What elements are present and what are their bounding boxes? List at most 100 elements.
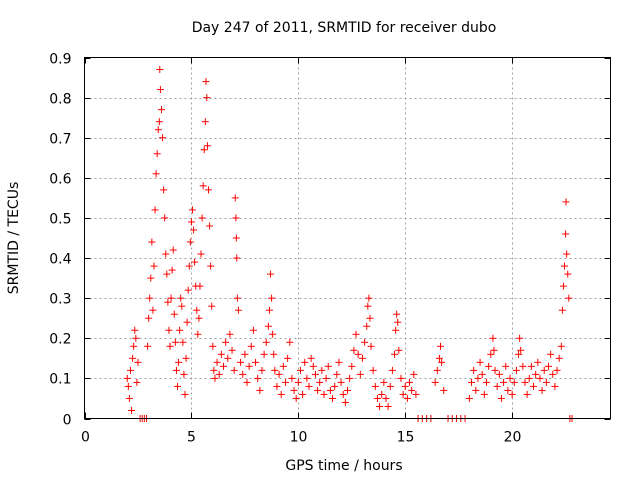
data-point [163, 270, 171, 278]
data-point [565, 294, 573, 302]
data-point [149, 306, 157, 314]
data-point [222, 338, 230, 346]
data-point [403, 394, 411, 402]
data-point [241, 350, 249, 358]
data-point [366, 314, 374, 322]
data-point [178, 302, 186, 310]
y-axis-title: SRMTID / TECUs [6, 182, 22, 295]
data-point [305, 382, 313, 390]
data-point [125, 394, 133, 402]
data-point [208, 302, 216, 310]
data-point [487, 350, 495, 358]
data-point [352, 330, 360, 338]
data-point [303, 374, 311, 382]
data-point [186, 238, 194, 246]
data-point [176, 326, 184, 334]
data-point [286, 338, 294, 346]
data-point [180, 370, 188, 378]
data-point [478, 370, 486, 378]
data-point [247, 342, 255, 350]
data-point [206, 222, 214, 230]
data-point [517, 346, 525, 354]
data-point [237, 358, 245, 366]
data-point [148, 238, 156, 246]
data-point [177, 294, 185, 302]
x-tick-label: 15 [397, 430, 415, 446]
axis-ticks [84, 57, 611, 420]
data-point [275, 370, 283, 378]
data-point [233, 254, 241, 262]
data-point [527, 362, 535, 370]
x-axis-title: GPS time / hours [285, 458, 402, 474]
data-point [126, 366, 134, 374]
data-point [168, 266, 176, 274]
data-point [299, 390, 307, 398]
data-point [397, 374, 405, 382]
data-point [151, 206, 159, 214]
data-point [188, 206, 196, 214]
data-point [559, 282, 567, 290]
grid [84, 57, 611, 419]
y-tick-label: 0.5 [49, 212, 71, 228]
data-point [132, 334, 140, 342]
data-point [309, 362, 317, 370]
y-tick-label: 0.6 [49, 172, 71, 188]
data-points [123, 66, 576, 422]
data-point [331, 382, 339, 390]
data-point [152, 170, 160, 178]
data-point [538, 386, 546, 394]
data-point [314, 386, 322, 394]
data-point [504, 386, 512, 394]
data-point [157, 106, 165, 114]
data-point [369, 366, 377, 374]
data-point [232, 234, 240, 242]
data-point [187, 218, 195, 226]
data-point [354, 350, 362, 358]
data-point [179, 338, 187, 346]
data-point [394, 318, 402, 326]
data-point [437, 342, 445, 350]
data-point [290, 386, 298, 394]
data-point [512, 366, 520, 374]
data-point [495, 370, 503, 378]
data-point [480, 390, 488, 398]
data-point [491, 366, 499, 374]
data-point [516, 334, 524, 342]
data-point [228, 346, 236, 354]
data-point [211, 374, 219, 382]
data-point [162, 250, 170, 258]
data-point [159, 134, 167, 142]
data-point [154, 126, 162, 134]
data-point [525, 374, 533, 382]
data-point [493, 382, 501, 390]
data-point [555, 354, 563, 362]
data-point [260, 350, 268, 358]
data-point [384, 402, 392, 410]
data-point [205, 186, 213, 194]
data-point [530, 382, 538, 390]
data-point [521, 378, 529, 386]
data-point [156, 86, 164, 94]
data-point [438, 358, 446, 366]
data-point [311, 370, 319, 378]
x-tick-label: 20 [504, 430, 522, 446]
data-point [123, 374, 131, 382]
data-point [226, 330, 234, 338]
data-point [410, 370, 418, 378]
data-point [371, 382, 379, 390]
data-point [294, 378, 302, 386]
data-point [301, 358, 309, 366]
data-point [133, 378, 141, 386]
data-point [551, 382, 559, 390]
data-point [201, 118, 209, 126]
data-point [231, 194, 239, 202]
data-point [134, 358, 142, 366]
y-tick-labels: 0 0.1 0.2 0.3 0.4 0.5 0.6 0.7 0.8 0.9 [49, 52, 71, 429]
data-point [435, 354, 443, 362]
data-point [532, 370, 540, 378]
data-point [172, 366, 180, 374]
data-point [203, 94, 211, 102]
data-point [482, 378, 490, 386]
data-point [350, 346, 358, 354]
